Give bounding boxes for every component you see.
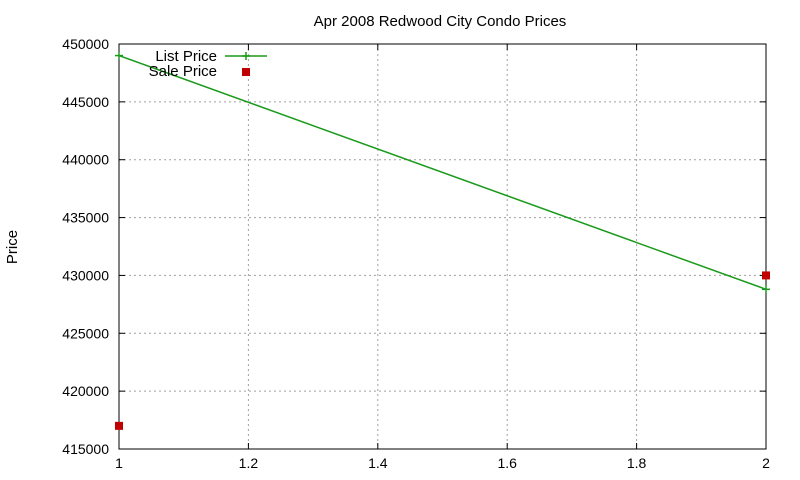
plot-frame <box>118 43 767 450</box>
axis-ticks: 415000 420000 425000 430000 435000 440000 4450… <box>62 36 770 471</box>
y-tick-label: 430000 <box>62 267 109 283</box>
x-tick-label: 1.8 <box>627 455 647 471</box>
legend-label: Sale Price <box>149 63 217 80</box>
legend-entry-list-price: List Price <box>155 48 267 65</box>
x-tick-label: 1.2 <box>239 455 259 471</box>
legend-marker <box>242 68 250 76</box>
legend-label: List Price <box>155 48 217 65</box>
y-tick-label: 425000 <box>62 325 109 341</box>
x-tick-label: 1.6 <box>497 455 517 471</box>
y-tick-label: 450000 <box>62 36 109 52</box>
series-list-price <box>115 51 770 294</box>
y-tick-label: 415000 <box>62 441 109 457</box>
list-price-point <box>115 51 123 60</box>
y-tick-label: 440000 <box>62 152 109 168</box>
sale-price-point <box>762 271 770 280</box>
y-tick-label: 420000 <box>62 383 109 399</box>
legend-entry-sale-price: Sale Price <box>149 63 250 80</box>
y-axis-label: Price <box>4 230 21 264</box>
sale-price-point <box>115 421 123 430</box>
series-sale-price <box>115 271 770 430</box>
y-tick-label: 435000 <box>62 210 109 226</box>
legend-marker <box>242 52 250 60</box>
chart-title: Apr 2008 Redwood City Condo Prices <box>314 13 567 30</box>
series-marks <box>115 51 770 430</box>
list-price-line <box>118 54 767 291</box>
y-tick-label: 445000 <box>62 94 109 110</box>
x-tick-label: 1.4 <box>368 455 388 471</box>
x-tick-label: 2 <box>762 455 770 471</box>
x-tick-label: 1 <box>115 455 123 471</box>
grid-lines <box>119 44 766 449</box>
list-price-point <box>762 285 770 294</box>
